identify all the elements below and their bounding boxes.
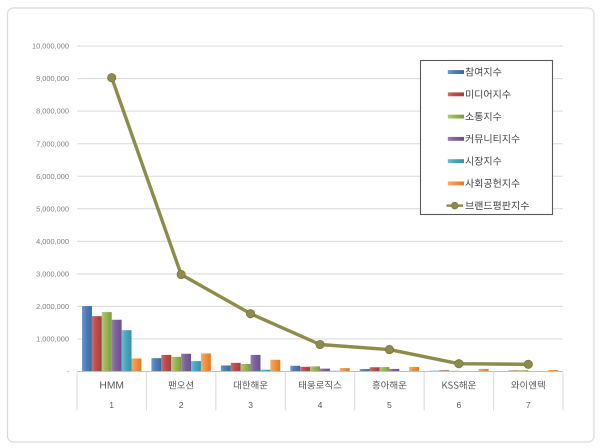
svg-text:5,000,000: 5,000,000 bbox=[36, 204, 69, 213]
svg-text:1,000,000: 1,000,000 bbox=[36, 335, 69, 344]
svg-text:6,000,000: 6,000,000 bbox=[36, 172, 69, 181]
svg-text:-: - bbox=[67, 367, 70, 376]
svg-text:7: 7 bbox=[526, 400, 531, 410]
svg-text:3,000,000: 3,000,000 bbox=[36, 270, 69, 279]
svg-text:1: 1 bbox=[109, 400, 114, 410]
svg-text:2,000,000: 2,000,000 bbox=[36, 302, 69, 311]
svg-text:9,000,000: 9,000,000 bbox=[36, 74, 69, 83]
svg-text:7,000,000: 7,000,000 bbox=[36, 139, 69, 148]
svg-text:3: 3 bbox=[248, 400, 253, 410]
svg-text:5: 5 bbox=[387, 400, 392, 410]
svg-text:6: 6 bbox=[457, 400, 462, 410]
svg-text:8,000,000: 8,000,000 bbox=[36, 107, 69, 116]
svg-text:4,000,000: 4,000,000 bbox=[36, 237, 69, 246]
svg-text:HMM: HMM bbox=[99, 381, 124, 392]
svg-text:4: 4 bbox=[318, 400, 323, 410]
svg-text:10,000,000: 10,000,000 bbox=[32, 42, 69, 51]
svg-text:2: 2 bbox=[179, 400, 184, 410]
